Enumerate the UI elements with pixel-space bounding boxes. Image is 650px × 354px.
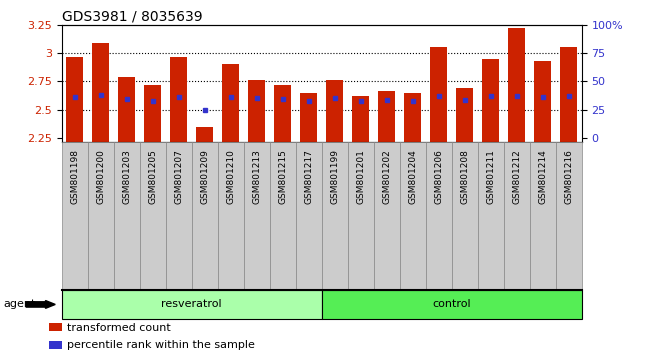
Bar (296, 142, 322, 290)
Bar (534, 61, 551, 142)
Bar (49, 324, 62, 331)
Text: GSM801215: GSM801215 (278, 149, 287, 204)
Text: GSM801214: GSM801214 (538, 149, 547, 204)
Text: GSM801213: GSM801213 (252, 149, 261, 204)
Bar (92, 43, 109, 142)
Bar (62, 142, 88, 290)
Text: GSM801208: GSM801208 (460, 149, 469, 204)
Bar (66, 57, 83, 142)
Bar (456, 88, 473, 142)
Bar (482, 59, 499, 142)
Bar (478, 142, 504, 290)
Bar (244, 142, 270, 290)
Bar (166, 142, 192, 290)
Bar (270, 142, 296, 290)
Text: GSM801199: GSM801199 (330, 149, 339, 204)
Text: GSM801200: GSM801200 (96, 149, 105, 204)
Bar (508, 28, 525, 142)
Text: GSM801202: GSM801202 (382, 149, 391, 204)
Bar (348, 142, 374, 290)
Text: transformed count: transformed count (68, 322, 171, 332)
Bar (326, 80, 343, 142)
Bar (196, 127, 213, 142)
Text: GSM801209: GSM801209 (200, 149, 209, 204)
Text: GSM801203: GSM801203 (122, 149, 131, 204)
Bar (118, 77, 135, 142)
Text: GSM801206: GSM801206 (434, 149, 443, 204)
Bar (374, 142, 400, 290)
Text: GSM801212: GSM801212 (512, 149, 521, 204)
Bar (452, 142, 478, 290)
Text: GSM801211: GSM801211 (486, 149, 495, 204)
Text: GSM801205: GSM801205 (148, 149, 157, 204)
Bar (426, 142, 452, 290)
Bar (430, 47, 447, 142)
Bar (556, 142, 582, 290)
Bar (560, 47, 577, 142)
Bar (300, 93, 317, 142)
Bar (222, 64, 239, 142)
Text: control: control (432, 299, 471, 309)
Bar (378, 91, 395, 142)
Bar (504, 142, 530, 290)
Text: GSM801210: GSM801210 (226, 149, 235, 204)
Bar (114, 142, 140, 290)
Text: GSM801216: GSM801216 (564, 149, 573, 204)
Bar (530, 142, 556, 290)
Bar (49, 341, 62, 349)
Bar (352, 96, 369, 142)
Bar (140, 142, 166, 290)
Bar (144, 85, 161, 142)
Bar (88, 142, 114, 290)
Text: GSM801207: GSM801207 (174, 149, 183, 204)
Text: GSM801217: GSM801217 (304, 149, 313, 204)
Bar (62, 290, 322, 319)
Text: agent: agent (3, 299, 36, 309)
Bar (170, 57, 187, 142)
Bar (400, 142, 426, 290)
Text: resveratrol: resveratrol (161, 299, 222, 309)
Bar (218, 142, 244, 290)
Bar (192, 142, 218, 290)
Bar (322, 142, 348, 290)
Bar (274, 85, 291, 142)
Text: GDS3981 / 8035639: GDS3981 / 8035639 (62, 10, 202, 24)
Text: GSM801204: GSM801204 (408, 149, 417, 204)
Text: GSM801201: GSM801201 (356, 149, 365, 204)
Bar (322, 290, 582, 319)
Bar (404, 93, 421, 142)
Text: GSM801198: GSM801198 (70, 149, 79, 204)
Text: percentile rank within the sample: percentile rank within the sample (68, 340, 255, 350)
Bar (248, 80, 265, 142)
